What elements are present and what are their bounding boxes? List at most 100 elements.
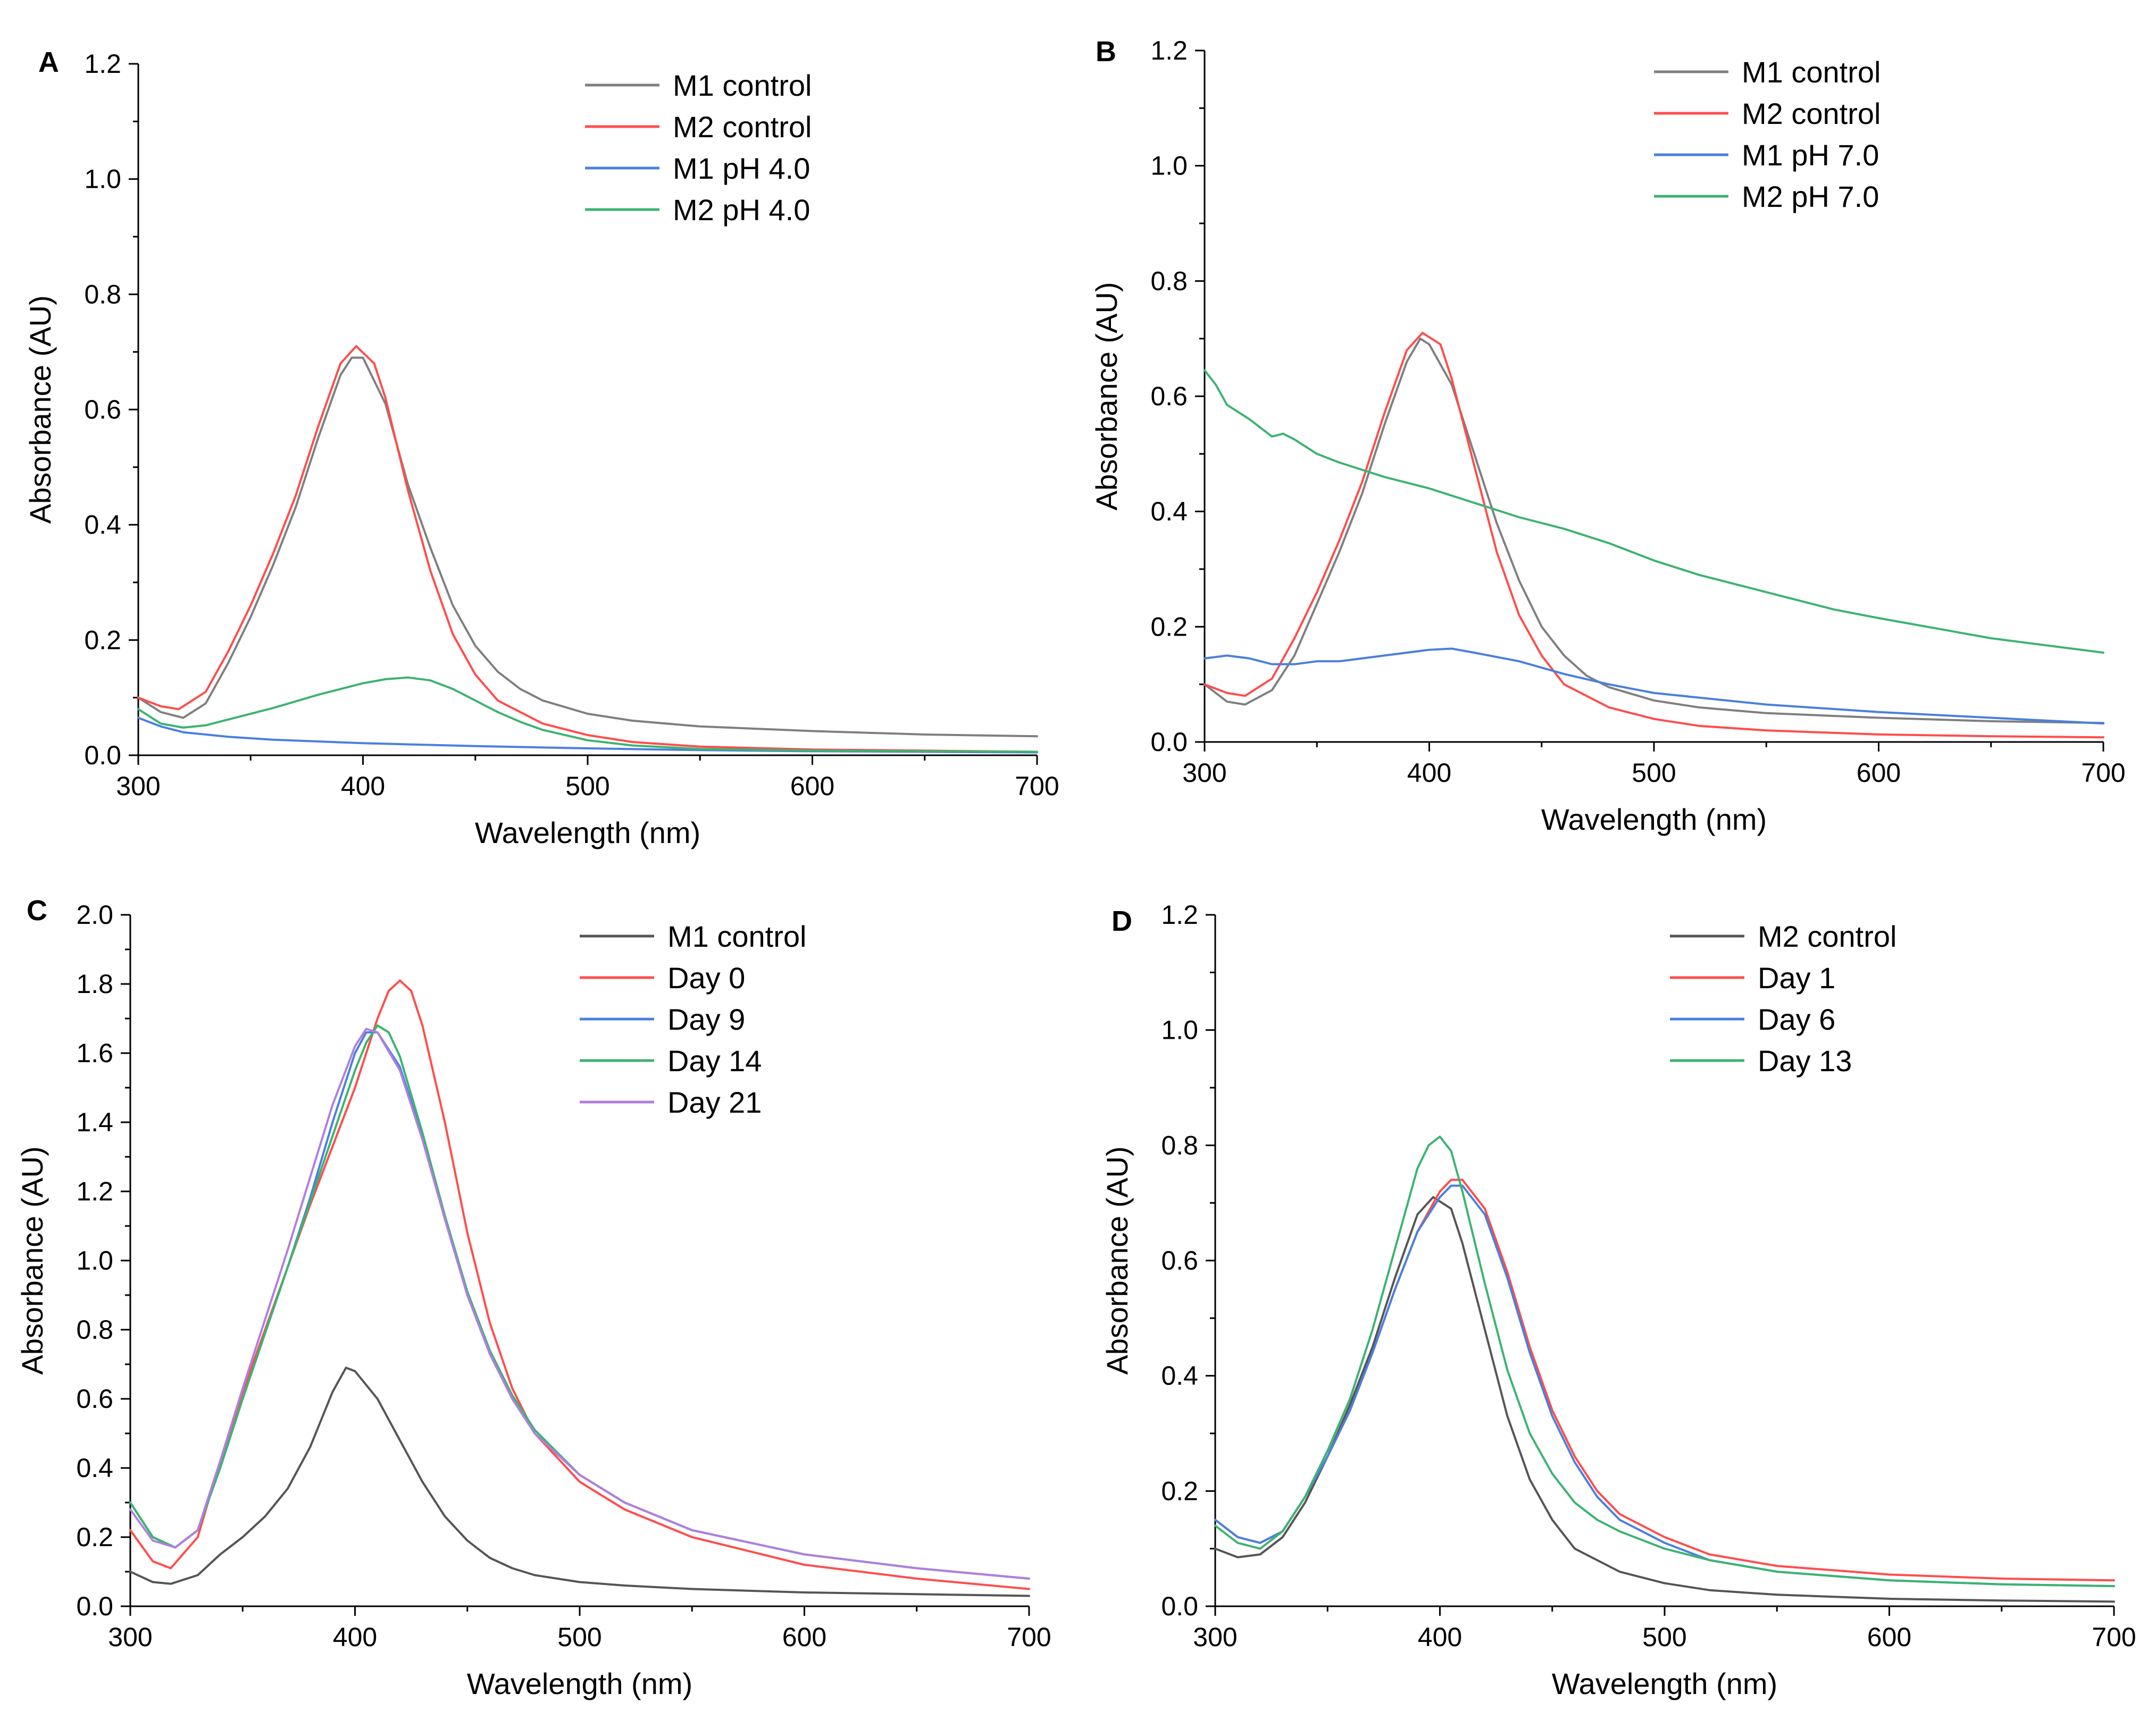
- y-axis-title: Absorbance (AU): [23, 295, 57, 524]
- y-axis-title: Absorbance (AU): [1100, 1146, 1134, 1375]
- y-tick-label: 0.0: [1150, 727, 1188, 757]
- y-tick-label: 1.6: [76, 1038, 113, 1068]
- panel-label: C: [27, 895, 47, 927]
- legend-entry-label: M1 pH 4.0: [673, 152, 810, 185]
- y-tick-label: 1.2: [1161, 900, 1198, 930]
- series-line-day-1: [1214, 1179, 2115, 1582]
- y-tick-label: 0.4: [84, 510, 121, 540]
- series-line-m2-control: [137, 345, 1038, 753]
- panel-label: A: [38, 46, 59, 78]
- legend-entry-label: M2 pH 4.0: [673, 193, 810, 227]
- x-tick-label: 500: [1632, 758, 1676, 788]
- x-tick-label: 400: [341, 771, 385, 801]
- legend-entry-label: Day 21: [667, 1086, 762, 1119]
- y-tick-label: 1.8: [76, 969, 113, 999]
- x-tick-label: 400: [333, 1622, 377, 1652]
- x-tick-label: 500: [565, 771, 609, 801]
- y-tick-label: 0.8: [76, 1315, 113, 1345]
- x-tick-label: 600: [1857, 758, 1901, 788]
- y-tick-label: 0.0: [76, 1591, 113, 1621]
- series-line-m2-ph-4-0: [137, 676, 1038, 753]
- x-tick-label: 500: [557, 1622, 601, 1652]
- y-axis-title: Absorbance (AU): [15, 1146, 49, 1375]
- x-tick-label: 600: [1867, 1622, 1911, 1652]
- x-tick-label: 700: [2081, 758, 2125, 788]
- x-axis-title: Wavelength (nm): [1552, 1667, 1777, 1700]
- x-tick-label: 600: [782, 1622, 826, 1652]
- y-tick-label: 0.2: [1150, 612, 1188, 641]
- y-tick-label: 1.2: [76, 1177, 113, 1206]
- panel-C: C 300 400 500 600 700 0.0 0.2 0.4 0.6 0.8 1.0 1.2 1.4…: [15, 895, 1051, 1700]
- x-tick-label: 600: [790, 771, 834, 801]
- legend-entry-label: M2 control: [673, 110, 812, 144]
- x-tick-label: 700: [1007, 1622, 1051, 1652]
- panel-label: B: [1096, 36, 1116, 68]
- series-line-day-9: [129, 1031, 1030, 1580]
- y-tick-label: 0.6: [84, 395, 121, 424]
- y-tick-label: 0.6: [1150, 381, 1188, 411]
- x-axis-title: Wavelength (nm): [467, 1667, 692, 1700]
- x-axis-title: Wavelength (nm): [1541, 803, 1767, 836]
- y-axis-title: Absorbance (AU): [1090, 282, 1123, 511]
- series-line-day-13: [1214, 1136, 2115, 1588]
- y-tick-label: 0.8: [84, 279, 121, 309]
- y-tick-label: 1.2: [84, 49, 121, 79]
- y-tick-label: 0.0: [84, 740, 121, 770]
- legend-entry-label: Day 13: [1758, 1044, 1852, 1078]
- series-line-m2-ph-7-0: [1204, 369, 2104, 654]
- y-tick-label: 1.0: [76, 1246, 113, 1275]
- x-axis-title: Wavelength (nm): [475, 816, 700, 849]
- series-line-m1-ph-7-0: [1204, 647, 2104, 725]
- series-line-m1-control: [137, 356, 1038, 738]
- y-tick-label: 0.4: [76, 1453, 113, 1483]
- panel-label: D: [1112, 905, 1132, 937]
- y-tick-label: 0.2: [84, 625, 121, 655]
- y-tick-label: 0.6: [76, 1384, 113, 1414]
- y-tick-label: 0.2: [1161, 1476, 1198, 1506]
- legend-entry-label: M1 control: [667, 920, 806, 953]
- y-tick-label: 0.0: [1161, 1591, 1198, 1621]
- panel-A: A 300 400 500 600 700 0.0 0.2 0.4 0.6 0.8 1.0 1.2 Wav…: [23, 46, 1059, 849]
- series-line-m1-control: [129, 1366, 1030, 1597]
- x-tick-label: 500: [1642, 1622, 1686, 1652]
- series-line-day-6: [1214, 1184, 2115, 1588]
- y-tick-label: 0.2: [76, 1522, 113, 1552]
- legend-entry-label: M1 control: [673, 69, 812, 102]
- legend-entry-label: M2 control: [1758, 920, 1896, 953]
- x-tick-label: 400: [1407, 758, 1451, 788]
- series-line-day-0: [129, 979, 1030, 1590]
- y-tick-label: 1.4: [76, 1107, 113, 1137]
- y-tick-label: 0.8: [1150, 266, 1188, 296]
- legend-entry-label: Day 1: [1758, 961, 1835, 995]
- panel-D: D 300 400 500 600 700 0.0 0.2 0.4 0.6 0.8 1.0 1.2 Wav…: [1100, 900, 2136, 1700]
- x-tick-label: 400: [1418, 1622, 1462, 1652]
- x-tick-label: 300: [108, 1622, 152, 1652]
- y-tick-label: 0.4: [1161, 1361, 1198, 1391]
- y-tick-label: 1.2: [1150, 36, 1188, 65]
- legend-entry-label: M1 control: [1742, 55, 1881, 89]
- y-tick-label: 0.8: [1161, 1130, 1198, 1160]
- x-tick-label: 300: [116, 771, 160, 801]
- series-line-day-14: [129, 1024, 1030, 1580]
- legend-entry-label: Day 6: [1758, 1003, 1835, 1036]
- x-tick-label: 700: [1015, 771, 1059, 801]
- y-tick-label: 1.0: [1161, 1015, 1198, 1045]
- y-tick-label: 1.0: [84, 164, 121, 194]
- y-tick-label: 2.0: [76, 900, 113, 930]
- legend-entry-label: Day 9: [667, 1003, 745, 1036]
- x-tick-label: 300: [1193, 1622, 1237, 1652]
- legend-entry-label: M2 pH 7.0: [1742, 180, 1879, 213]
- series-line-day-21: [129, 1028, 1030, 1580]
- series-line-m1-control: [1204, 337, 2104, 724]
- series-line-m2-control: [1214, 1196, 2115, 1603]
- panel-B: B 300 400 500 600 700 0.0 0.2 0.4 0.6 0.8 1.0 1.2 Wav…: [1090, 36, 2126, 836]
- legend-entry-label: M1 pH 7.0: [1742, 138, 1879, 172]
- legend-entry-label: Day 14: [667, 1044, 762, 1078]
- series-line-m2-control: [1204, 331, 2104, 739]
- legend-entry-label: M2 control: [1742, 97, 1881, 130]
- x-tick-label: 300: [1182, 758, 1226, 788]
- legend-entry-label: Day 0: [667, 961, 745, 995]
- y-tick-label: 1.0: [1150, 151, 1188, 181]
- y-tick-label: 0.6: [1161, 1246, 1198, 1275]
